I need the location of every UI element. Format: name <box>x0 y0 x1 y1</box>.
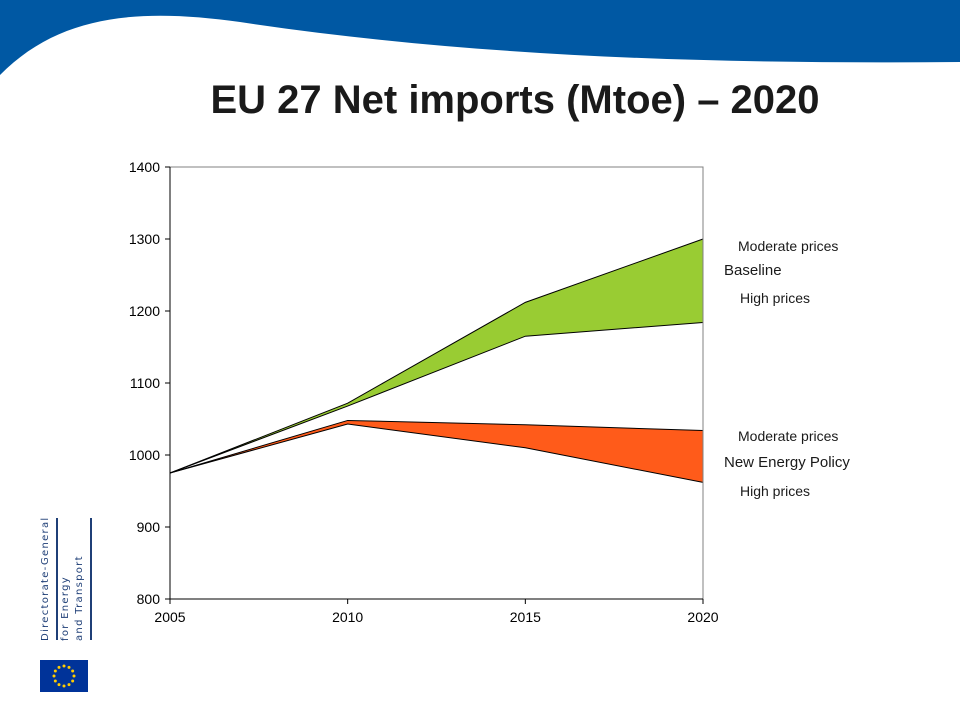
new-energy-policy-lower-line <box>169 423 704 483</box>
header-swoosh <box>0 0 960 75</box>
baseline-band <box>170 239 703 473</box>
dg-energy-transport-logo: Directorate-General for Energy and Trans… <box>36 516 96 646</box>
baseline-lower-line <box>169 322 704 474</box>
flag-star <box>53 679 57 683</box>
axes-layer: 800 900 1000 1100 1200 1300 1400 2005 2010 2015 20… <box>129 159 719 625</box>
header-band <box>0 0 960 75</box>
flag-star <box>62 684 66 688</box>
flag-star <box>67 665 71 669</box>
x-tick-label: 2005 <box>154 609 185 625</box>
baseline-high-prices-label: High prices <box>740 290 811 306</box>
logo-text-line-2: for Energy <box>60 576 71 641</box>
flag-star <box>57 683 61 687</box>
x-tick-label: 2015 <box>510 609 541 625</box>
y-tick-label: 900 <box>137 519 161 535</box>
flag-star <box>71 669 75 673</box>
flag-star <box>72 674 76 678</box>
logo-text-line-1: Directorate-General <box>40 516 51 641</box>
y-tick-label: 1300 <box>129 231 160 247</box>
baseline-label: Baseline <box>724 262 782 279</box>
logo-rule-1 <box>56 518 58 640</box>
flag-star <box>57 665 61 669</box>
y-tick-label: 1200 <box>129 303 160 319</box>
x-tick-label: 2010 <box>332 609 363 625</box>
flag-star <box>71 679 75 683</box>
x-tick-label: 2020 <box>687 609 718 625</box>
y-tick-label: 800 <box>137 591 161 607</box>
y-tick-label: 1400 <box>129 159 160 175</box>
flag-star <box>53 669 57 673</box>
eu-flag-icon <box>40 660 88 692</box>
y-tick-label: 1100 <box>130 375 160 391</box>
plot-frame <box>169 166 704 600</box>
baseline-upper-line <box>169 238 704 474</box>
bands-layer <box>169 238 704 483</box>
logo-text-line-3: and Transport <box>74 555 85 641</box>
flag-star <box>52 674 56 678</box>
flag-star <box>62 664 66 668</box>
y-tick-label: 1000 <box>129 447 160 463</box>
new-energy-policy-label: New Energy Policy <box>724 454 850 471</box>
new-energy-policy-upper-line <box>169 419 704 474</box>
nep-high-prices-label: High prices <box>740 483 811 499</box>
nep-moderate-prices-label: Moderate prices <box>738 428 839 444</box>
logo-rule-2 <box>90 518 92 640</box>
flag-star <box>67 683 71 687</box>
page-title: EU 27 Net imports (Mtoe) – 2020 <box>210 78 820 122</box>
baseline-moderate-prices-label: Moderate prices <box>738 238 839 254</box>
